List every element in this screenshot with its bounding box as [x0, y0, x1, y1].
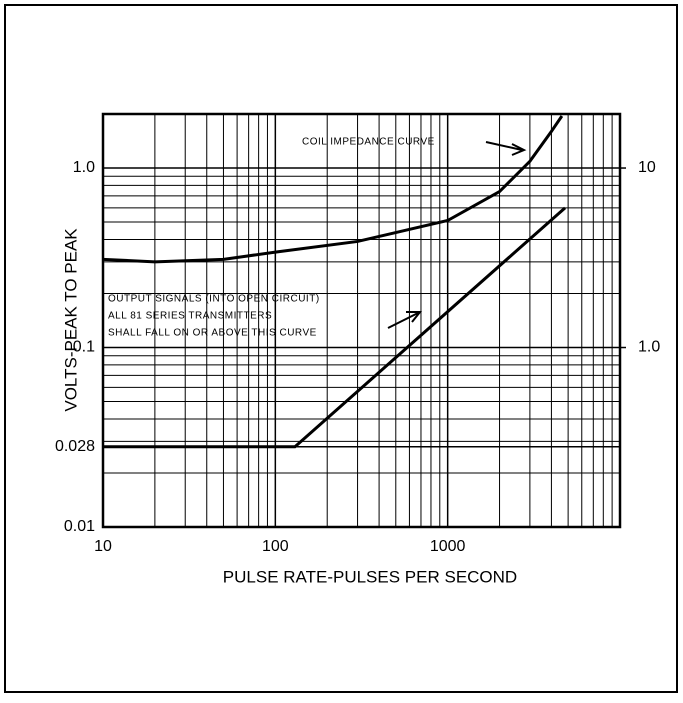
annotation: OUTPUT SIGNALS (INTO OPEN CIRCUIT): [108, 294, 320, 305]
x-tick-label: 10: [94, 538, 112, 555]
arrow: [485, 141, 527, 156]
annotation: SHALL FALL ON OR ABOVE THIS CURVE: [108, 328, 317, 339]
x-tick-label: 100: [262, 538, 289, 555]
line: [102, 115, 564, 264]
y-tick-label: 0.01: [64, 518, 95, 535]
annotation: COIL IMPEDANCE CURVE: [302, 137, 435, 148]
arrow: [387, 311, 423, 329]
annotation: ALL 81 SERIES TRANSMITTERS: [108, 311, 272, 322]
x-axis-label: PULSE RATE-PULSES PER SECOND: [223, 567, 517, 586]
y-tick-label: 1.0: [73, 159, 95, 176]
y2-tick-label: 1.0: [638, 339, 660, 356]
y-tick-label: 0.1: [73, 339, 95, 356]
x-tick-label: 1000: [430, 538, 466, 555]
y-axis-label: VOLTS-PEAK TO PEAK: [61, 228, 80, 412]
frame: [4, 4, 678, 693]
y-tick-label: 0.028: [55, 438, 95, 455]
y2-tick-label: 10: [638, 159, 656, 176]
line: [103, 206, 567, 449]
